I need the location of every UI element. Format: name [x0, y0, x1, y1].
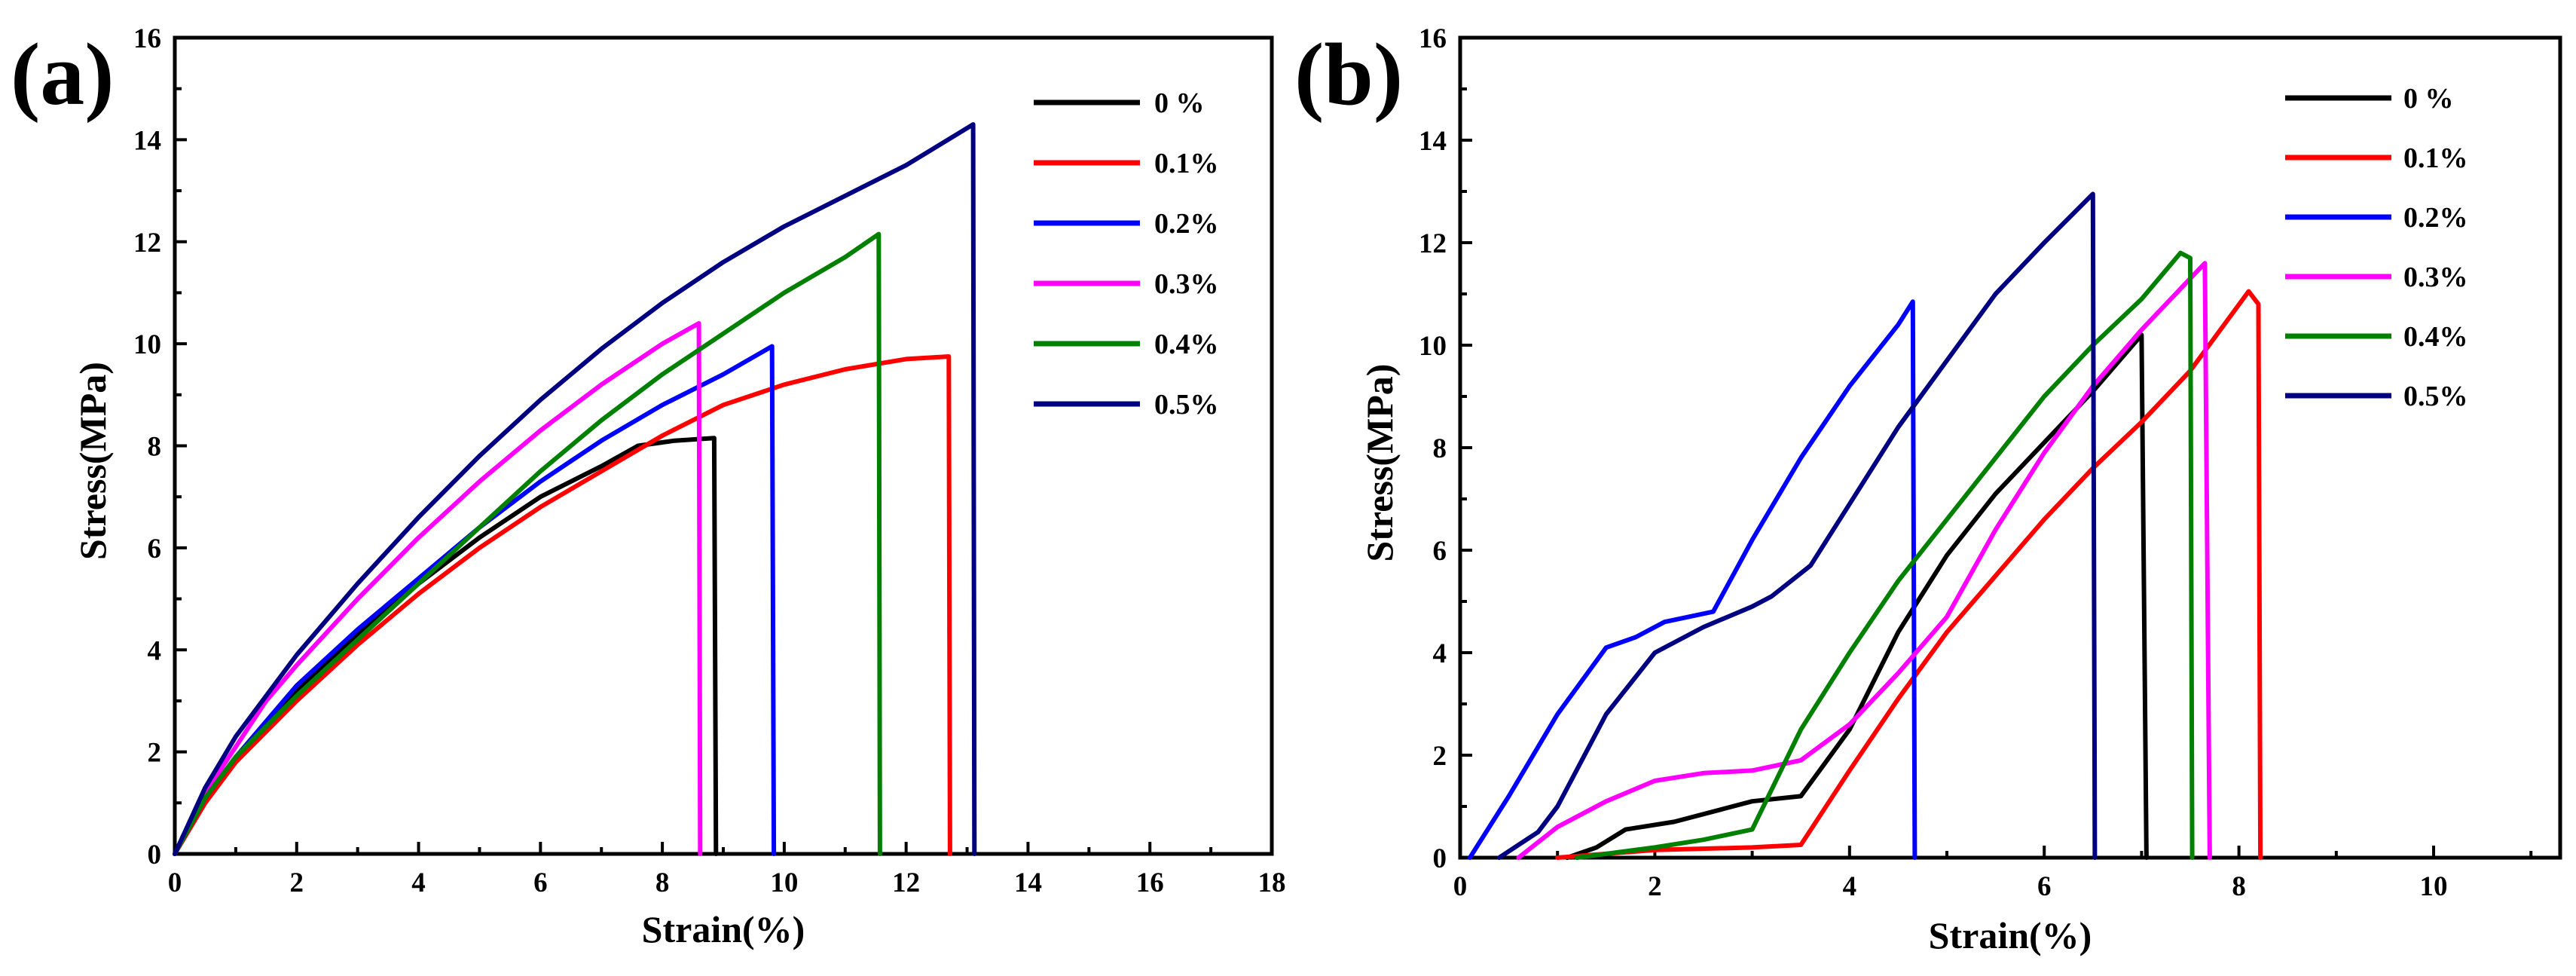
x-tick-label-b: 10 — [2420, 871, 2448, 902]
x-tick-label-b: 6 — [2037, 871, 2052, 902]
y-tick-label-a: 12 — [133, 228, 161, 259]
y-tick-label-b: 14 — [1419, 126, 1447, 157]
x-tick-label-a: 18 — [1258, 867, 1286, 898]
x-tick-label-a: 10 — [770, 867, 798, 898]
legend-label-a-3: 0.3% — [1154, 268, 1219, 300]
series-line-a-5 — [173, 122, 977, 856]
x-tick-label-a: 8 — [655, 867, 670, 898]
y-axis-title-b: Stress(MPa) — [1358, 364, 1401, 562]
legend-label-b-1: 0.1% — [2403, 142, 2468, 174]
y-tick-label-b: 6 — [1433, 536, 1447, 567]
y-tick-label-b: 2 — [1433, 741, 1447, 772]
x-tick-label-b: 4 — [1843, 871, 1857, 902]
panel-a: (a) 0 2 4 6 8 10 12 14 16 18 0 2 4 6 8 10 12 14 16 Strain(%… — [11, 23, 1286, 950]
series-line-a-0 — [173, 436, 719, 856]
series-line-a-1 — [173, 354, 952, 856]
y-tick-label-b: 16 — [1419, 23, 1447, 54]
legend-label-b-5: 0.5% — [2403, 381, 2468, 412]
series-line-a-3 — [173, 321, 703, 856]
plot-frame-a — [173, 35, 1274, 856]
x-tick-label-a: 2 — [290, 867, 304, 898]
panel-label-b: (b) — [1294, 25, 1403, 124]
series-line-b-5 — [1496, 191, 2098, 860]
legend-label-b-2: 0.2% — [2403, 202, 2468, 234]
x-tick-label-a: 16 — [1136, 867, 1164, 898]
x-tick-label-a: 12 — [892, 867, 920, 898]
series-line-a-4 — [173, 231, 882, 856]
legend-label-b-0: 0 % — [2403, 83, 2454, 115]
y-tick-label-a: 14 — [133, 125, 161, 156]
panel-b: (b) 0 2 4 6 8 10 0 2 4 6 8 10 12 14 16 Strain(%) Stress(… — [1294, 23, 2562, 956]
series-line-b-3 — [1516, 261, 2212, 860]
y-tick-label-b: 0 — [1433, 843, 1447, 874]
y-tick-label-b: 12 — [1419, 228, 1447, 259]
panel-label-a: (a) — [11, 25, 115, 124]
legend-label-a-0: 0 % — [1154, 87, 1205, 119]
x-tick-label-a: 0 — [168, 867, 182, 898]
x-axis-title-b: Strain(%) — [1929, 914, 2092, 956]
y-tick-label-a: 10 — [133, 329, 161, 360]
plot-b: 0 2 4 6 8 10 0 2 4 6 8 10 12 14 16 Strain(%) Stress(MPa)… — [1358, 23, 2562, 956]
legend-label-b-4: 0.4% — [2403, 321, 2468, 353]
x-tick-label-b: 8 — [2232, 871, 2246, 902]
plot-a: 0 2 4 6 8 10 12 14 16 18 0 2 4 6 8 10 12 14 16 Strain(%) Str… — [72, 23, 1286, 950]
legend-label-a-4: 0.4% — [1154, 329, 1219, 360]
legend-label-a-2: 0.2% — [1154, 208, 1219, 240]
x-tick-label-b: 2 — [1648, 871, 1662, 902]
legend-label-a-5: 0.5% — [1154, 389, 1219, 421]
series-line-b-4 — [1575, 250, 2195, 860]
y-axis-title-a: Stress(MPa) — [72, 362, 114, 560]
x-tick-label-b: 0 — [1453, 871, 1468, 902]
y-tick-label-a: 2 — [148, 738, 162, 769]
plot-frame-b — [1458, 35, 2562, 860]
y-tick-label-b: 10 — [1419, 331, 1447, 362]
x-axis-title-a: Strain(%) — [642, 908, 805, 950]
legend-label-b-3: 0.3% — [2403, 262, 2468, 293]
series-line-b-2 — [1467, 299, 1917, 860]
y-tick-label-a: 0 — [148, 840, 162, 870]
y-tick-label-a: 16 — [133, 23, 161, 54]
x-tick-label-a: 14 — [1014, 867, 1042, 898]
x-tick-label-a: 6 — [533, 867, 548, 898]
legend-label-a-1: 0.1% — [1154, 148, 1219, 179]
y-tick-label-b: 4 — [1433, 638, 1447, 669]
x-tick-label-a: 4 — [411, 867, 426, 898]
y-tick-label-a: 8 — [148, 432, 162, 463]
y-tick-label-a: 4 — [148, 635, 162, 666]
y-tick-label-a: 6 — [148, 534, 162, 564]
y-tick-label-b: 8 — [1433, 433, 1447, 464]
series-line-b-1 — [1555, 289, 2263, 860]
